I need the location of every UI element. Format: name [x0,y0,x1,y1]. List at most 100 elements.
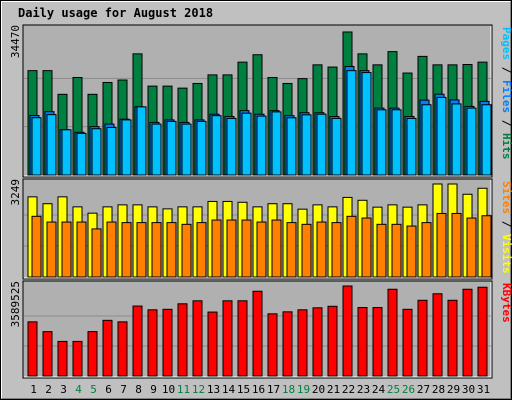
bar-sites [226,219,237,278]
bar-kbytes [477,286,488,377]
bar-pages [241,112,252,176]
bar-sites [121,222,132,278]
bar-kbytes [417,299,428,377]
bar-kbytes [387,288,398,377]
bar-kbytes [402,308,413,377]
panel-bevel [24,282,492,378]
series-pages [31,70,492,176]
bar-kbytes [312,307,323,377]
bar-sites [376,223,387,278]
bar-pages [376,109,387,176]
x-axis-day-labels: 1 2 3 4 5 6 7 8 9 10 11 12 13 14 15 16 17 18 19 20 21 22 23 24 2… [30,383,490,396]
bar-sites [46,221,57,278]
bar-sites [256,221,267,278]
bar-pages [166,120,177,176]
bar-pages [46,114,57,176]
bar-kbytes [297,309,308,377]
bar-pages [391,109,402,176]
legend-2: Sites / Visits [500,181,512,274]
day-label: 6 [105,383,112,396]
day-label: 9 [150,383,157,396]
day-label: 12 [192,383,205,396]
day-label: 13 [207,383,220,396]
y-max-label: 3589525 [9,281,22,327]
day-label: 5 [90,383,97,396]
bar-kbytes [252,290,263,377]
bar-pages [226,117,237,176]
bar-sites [211,219,222,278]
bar-pages [181,123,192,176]
day-label: 3 [60,383,67,396]
bar-sites [166,222,177,278]
bar-pages [316,113,327,176]
legend-item: / [500,60,512,80]
day-label: 24 [372,383,386,396]
day-label: 26 [402,383,415,396]
bar-sites [361,217,372,278]
day-label: 20 [312,383,325,396]
bar-sites [106,221,117,278]
y-max-label: 3249 [9,179,22,206]
day-label: 10 [162,383,175,396]
series-kbytes [27,285,488,377]
legend-item: KBytes [500,283,512,323]
legend-item: / [500,214,512,234]
bar-sites [316,221,327,278]
bar-kbytes [432,293,443,377]
bar-sites [436,212,447,278]
bar-sites [346,215,357,278]
legend-item: Visits [500,234,512,274]
legend-item: Pages [500,27,512,60]
bar-kbytes [27,321,38,377]
bar-pages [136,106,147,176]
day-label: 14 [222,383,236,396]
bar-kbytes [282,311,293,377]
day-label: 31 [477,383,490,396]
day-label: 18 [282,383,295,396]
bar-sites [391,223,402,278]
bar-pages [361,72,372,176]
legend-item: Files [500,80,512,113]
bar-sites [151,222,162,278]
bar-pages [271,111,282,176]
bar-kbytes [72,340,83,377]
bar-sites [481,215,492,278]
bar-pages [256,115,267,176]
bar-pages [451,103,462,176]
bar-kbytes [147,309,158,377]
panel-2: 3249 Sites / Visits [9,178,512,280]
bar-kbytes [267,313,278,377]
legend-1: Pages / Files / Hits [500,27,512,160]
bar-pages [481,104,492,176]
bar-sites [271,219,282,278]
day-label: 28 [432,383,445,396]
bar-pages [91,128,102,176]
bar-sites [76,221,87,278]
bar-kbytes [222,300,233,377]
bar-kbytes [357,307,368,377]
bar-pages [211,115,222,176]
day-label: 15 [237,383,250,396]
bar-pages [466,107,477,176]
panel-3: 3589525 KBytes [9,280,512,379]
bar-pages [196,120,207,176]
bar-kbytes [177,303,188,377]
bar-kbytes [162,308,173,377]
bar-pages [406,117,417,176]
day-label: 1 [30,383,37,396]
chart-panels: 34470 Pages / Files / Hits 3249 Sites / Vis… [9,24,512,379]
bar-kbytes [372,307,383,377]
day-label: 4 [75,383,82,396]
chart-title: Daily usage for August 2018 [18,6,213,20]
legend-item: / [500,113,512,133]
bar-kbytes [327,305,338,377]
day-label: 8 [135,383,142,396]
bar-sites [331,222,342,278]
day-label: 29 [447,383,460,396]
panel-1: 34470 Pages / Files / Hits [9,24,512,178]
day-label: 27 [417,383,430,396]
bar-sites [241,219,252,278]
bar-pages [121,119,132,176]
y-max-label: 34470 [9,25,22,58]
